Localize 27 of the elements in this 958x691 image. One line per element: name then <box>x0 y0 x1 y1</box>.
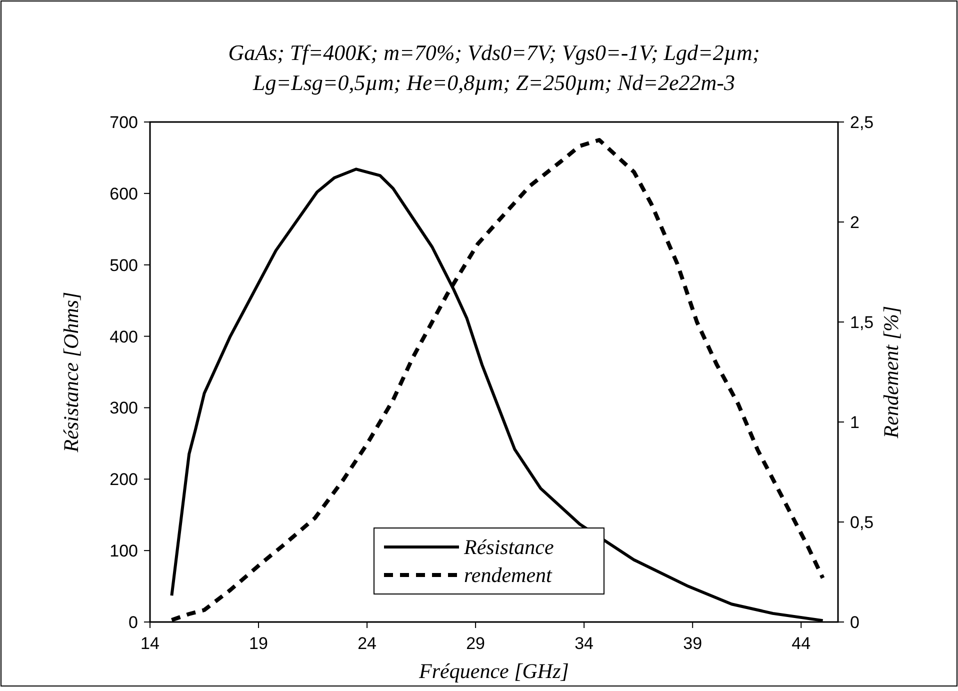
y2-tick-label: 0,5 <box>850 513 874 532</box>
x-tick-label: 14 <box>140 634 160 653</box>
y2-tick-label: 1 <box>850 413 860 432</box>
y-tick-label: 500 <box>110 256 138 275</box>
y-tick-label: 200 <box>110 470 138 490</box>
legend-label: rendement <box>464 563 554 587</box>
y-tick-label: 600 <box>110 184 138 204</box>
x-tick-label: 39 <box>683 634 702 653</box>
x-tick-label: 19 <box>249 634 268 653</box>
y2-tick-label: 2 <box>850 213 860 232</box>
x-tick-label: 24 <box>358 634 376 653</box>
y2-tick-label: 2,5 <box>850 113 874 132</box>
y-tick-label: 0 <box>128 613 138 632</box>
chart-title: GaAs; Tf=400K; m=70%; Vds0=7V; Vgs0=-1V; Lgd=2µm; Lg=Lsg=0,5µm; He=0,8µm; Z=250µm; Nd=2e22m-3 <box>228 40 760 95</box>
x-tick-label: 34 <box>574 634 594 653</box>
y2-tick-label: 0 <box>850 613 860 632</box>
y-tick-label: 400 <box>110 327 138 346</box>
x-tick-label: 44 <box>792 634 811 653</box>
y-tick-label: 700 <box>110 113 138 132</box>
y-axis-title: Résistance [Ohms] <box>59 292 83 454</box>
y2-axis-title: Rendement [%] <box>879 306 903 440</box>
x-tick-label: 29 <box>466 634 486 653</box>
x-axis-title: Fréquence [GHz] <box>418 659 569 683</box>
y-tick-label: 300 <box>110 398 138 418</box>
y-tick-label: 100 <box>110 542 138 561</box>
y2-tick-label: 1,5 <box>850 313 874 332</box>
legend-label: Résistance <box>463 535 554 559</box>
